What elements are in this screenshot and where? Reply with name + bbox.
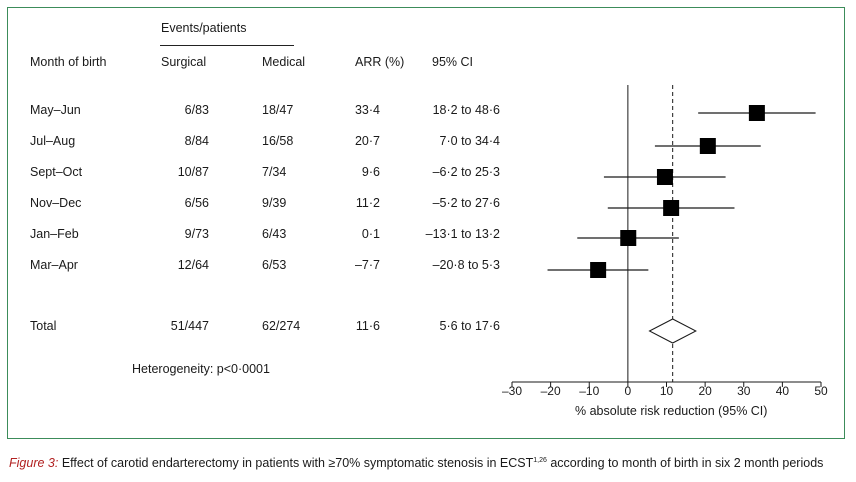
- forest-points: [547, 105, 816, 344]
- x-tick-label: –30: [502, 384, 522, 398]
- row-medical: 9/39: [262, 196, 287, 210]
- row-surgical: 10/87: [177, 165, 209, 179]
- row-ci: –6·2 to 25·3: [432, 165, 500, 179]
- row-surgical: 6/83: [184, 103, 209, 117]
- x-tick-label: –20: [541, 384, 561, 398]
- arr-header: ARR (%): [355, 55, 405, 69]
- x-tick-label: 20: [698, 384, 712, 398]
- row-ci: –5·2 to 27·6: [432, 196, 500, 210]
- figure-frame: [7, 7, 845, 439]
- x-tick-label: 40: [776, 384, 790, 398]
- row-ci: 18·2 to 48·6: [432, 103, 500, 117]
- point-estimate-square: [699, 138, 716, 154]
- x-tick-label: 30: [737, 384, 751, 398]
- row-surgical: 6/56: [184, 196, 209, 210]
- row-arr: 20·7: [354, 134, 380, 148]
- point-estimate-square: [590, 262, 607, 278]
- row-medical: 6/43: [262, 227, 287, 241]
- x-tick-label: 10: [660, 384, 674, 398]
- row-medical: 6/53: [262, 258, 287, 272]
- x-tick-label: 0: [625, 384, 632, 398]
- row-medical: 18/47: [262, 103, 294, 117]
- caption-superscript: 1,26: [533, 456, 547, 464]
- row-arr: 33·4: [354, 103, 380, 117]
- total-label: Total: [30, 319, 57, 333]
- row-surgical: 8/84: [184, 134, 209, 148]
- row-label: Jan–Feb: [30, 227, 79, 241]
- row-label: Sept–Oct: [30, 165, 83, 179]
- point-estimate-square: [656, 169, 673, 185]
- row-surgical: 12/64: [177, 258, 209, 272]
- total-ci: 5·6 to 17·6: [439, 319, 500, 333]
- point-estimate-square: [663, 200, 680, 216]
- row-medical: 7/34: [262, 165, 287, 179]
- row-arr: 11·2: [355, 196, 380, 210]
- row-label: May–Jun: [30, 103, 81, 117]
- row-ci: 7·0 to 34·4: [439, 134, 500, 148]
- row-medical: 16/58: [262, 134, 294, 148]
- x-tick-label: –10: [579, 384, 599, 398]
- row-arr: 0·1: [361, 227, 380, 241]
- row-label: Jul–Aug: [30, 134, 76, 148]
- x-axis-label: % absolute risk reduction (95% CI): [575, 404, 768, 418]
- row-arr: 9·6: [361, 165, 380, 179]
- figure-caption: Figure 3: Effect of carotid endarterecto…: [9, 456, 823, 470]
- point-estimate-square: [748, 105, 765, 121]
- medical-header: Medical: [262, 55, 306, 69]
- row-label: Nov–Dec: [30, 196, 82, 210]
- surgical-header: Surgical: [161, 55, 207, 69]
- total-medical: 62/274: [262, 319, 301, 333]
- row-arr: –7·7: [354, 258, 380, 272]
- overall-diamond: [648, 318, 697, 344]
- caption-text-end: according to month of birth in six 2 mon…: [546, 456, 824, 470]
- total-surgical: 51/447: [170, 319, 209, 333]
- row-surgical: 9/73: [184, 227, 209, 241]
- month-of-birth-header: Month of birth: [30, 55, 107, 69]
- row-ci: –20·8 to 5·3: [432, 258, 500, 272]
- caption-text: Effect of carotid endarterectomy in pati…: [58, 456, 534, 470]
- ci-header: 95% CI: [432, 55, 473, 69]
- events-patients-header: Events/patients: [161, 21, 247, 35]
- x-axis: –30 –20 –10 0 10 20 30 40 50: [502, 381, 828, 398]
- point-estimate-square: [620, 230, 637, 246]
- heterogeneity-note: Heterogeneity: p<0·0001: [132, 362, 270, 376]
- x-tick-label: 50: [814, 384, 828, 398]
- row-ci: –13·1 to 13·2: [425, 227, 500, 241]
- row-label: Mar–Apr: [30, 258, 78, 272]
- total-arr: 11·6: [355, 319, 380, 333]
- caption-figure-label: Figure 3:: [9, 456, 59, 470]
- events-header-rule: [160, 45, 294, 46]
